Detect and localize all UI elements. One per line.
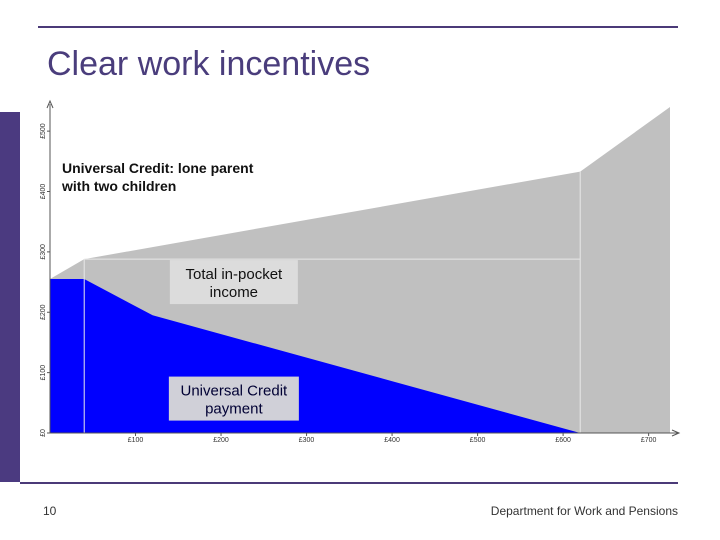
x-tick-label: £600: [555, 437, 571, 444]
footer-text: Department for Work and Pensions: [490, 504, 678, 518]
side-accent-bar: [0, 112, 20, 482]
annotation-label-0: Total in-pocket income: [186, 266, 284, 301]
annotation-label-1: Universal Credit payment: [181, 383, 289, 418]
y-tick-label: £100: [40, 365, 47, 381]
chart-title: Universal Credit: lone parent with two ch…: [61, 160, 254, 194]
y-tick-label: £500: [40, 123, 47, 139]
x-tick-label: £500: [470, 437, 486, 444]
slide-title: Clear work incentives: [47, 45, 371, 83]
x-tick-label: £200: [213, 437, 229, 444]
y-tick-label: £400: [40, 184, 47, 200]
x-tick-label: £400: [384, 437, 400, 444]
page-number: 10: [43, 504, 57, 518]
top-rule: [38, 26, 678, 28]
y-tick-label: £300: [40, 244, 47, 260]
y-tick-label: £0: [40, 429, 47, 437]
bottom-rule: [20, 482, 678, 484]
x-tick-label: £300: [299, 437, 315, 444]
annotation-box-1: [168, 376, 299, 421]
y-axis-arrow: [46, 99, 54, 109]
annotation-box-0: [169, 260, 298, 305]
x-tick-label: £700: [641, 437, 657, 444]
y-tick-label: £200: [40, 304, 47, 320]
top-rule-tail: [660, 27, 678, 28]
x-tick-label: £100: [128, 437, 144, 444]
x-axis-arrow: [671, 429, 681, 437]
